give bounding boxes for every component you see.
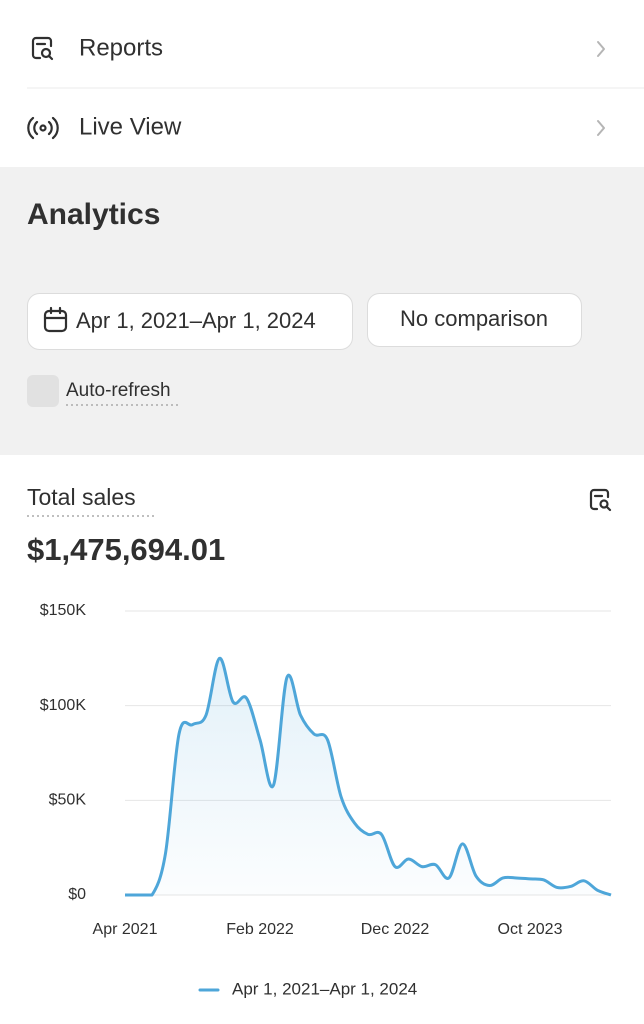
menu-label: Live View xyxy=(79,113,182,140)
y-tick-label: $100K xyxy=(40,697,87,714)
menu-row[interactable]: Live View xyxy=(27,113,605,140)
area xyxy=(125,658,611,895)
button-bg xyxy=(27,293,353,350)
x-tick-label: Apr 2021 xyxy=(93,921,158,938)
date-button[interactable]: Apr 1, 2021–Apr 1, 2024 xyxy=(27,293,353,350)
chevron xyxy=(597,41,605,57)
calendar-icon xyxy=(43,306,68,333)
y-tick-label: $150K xyxy=(40,602,87,619)
reports-icon xyxy=(31,36,54,61)
card-title[interactable]: Total sales xyxy=(27,484,136,510)
x-tick-label: Dec 2022 xyxy=(361,921,430,938)
total-value: $1,475,694.01 xyxy=(27,532,225,567)
chart: $0 $50K $100K $150K Apr 2021 Feb 2022 Dec 2022… xyxy=(40,602,612,998)
button-label: Apr 1, 2021–Apr 1, 2024 xyxy=(76,308,316,333)
row-bg xyxy=(0,8,644,88)
y-tick-label: $0 xyxy=(68,886,86,903)
menu-row[interactable]: Reports xyxy=(0,8,644,88)
live-icon xyxy=(27,116,59,140)
chevron xyxy=(597,120,605,136)
checkbox-label: Auto-refresh xyxy=(66,380,171,401)
button-bg xyxy=(367,293,582,347)
line xyxy=(125,656,612,897)
section-title: Analytics xyxy=(27,198,160,231)
menu-label: Reports xyxy=(79,34,163,61)
y-tick-label: $50K xyxy=(49,792,87,809)
comparison-button[interactable]: No comparison xyxy=(367,293,582,347)
auto-refresh[interactable]: Auto-refresh xyxy=(27,375,181,407)
x-tick-label: Feb 2022 xyxy=(226,921,294,938)
button-label: No comparison xyxy=(400,306,548,331)
legend-label: Apr 1, 2021–Apr 1, 2024 xyxy=(232,979,417,998)
x-tick-label: Oct 2023 xyxy=(498,921,563,938)
report-icon[interactable] xyxy=(589,488,612,512)
checkbox xyxy=(27,375,59,407)
